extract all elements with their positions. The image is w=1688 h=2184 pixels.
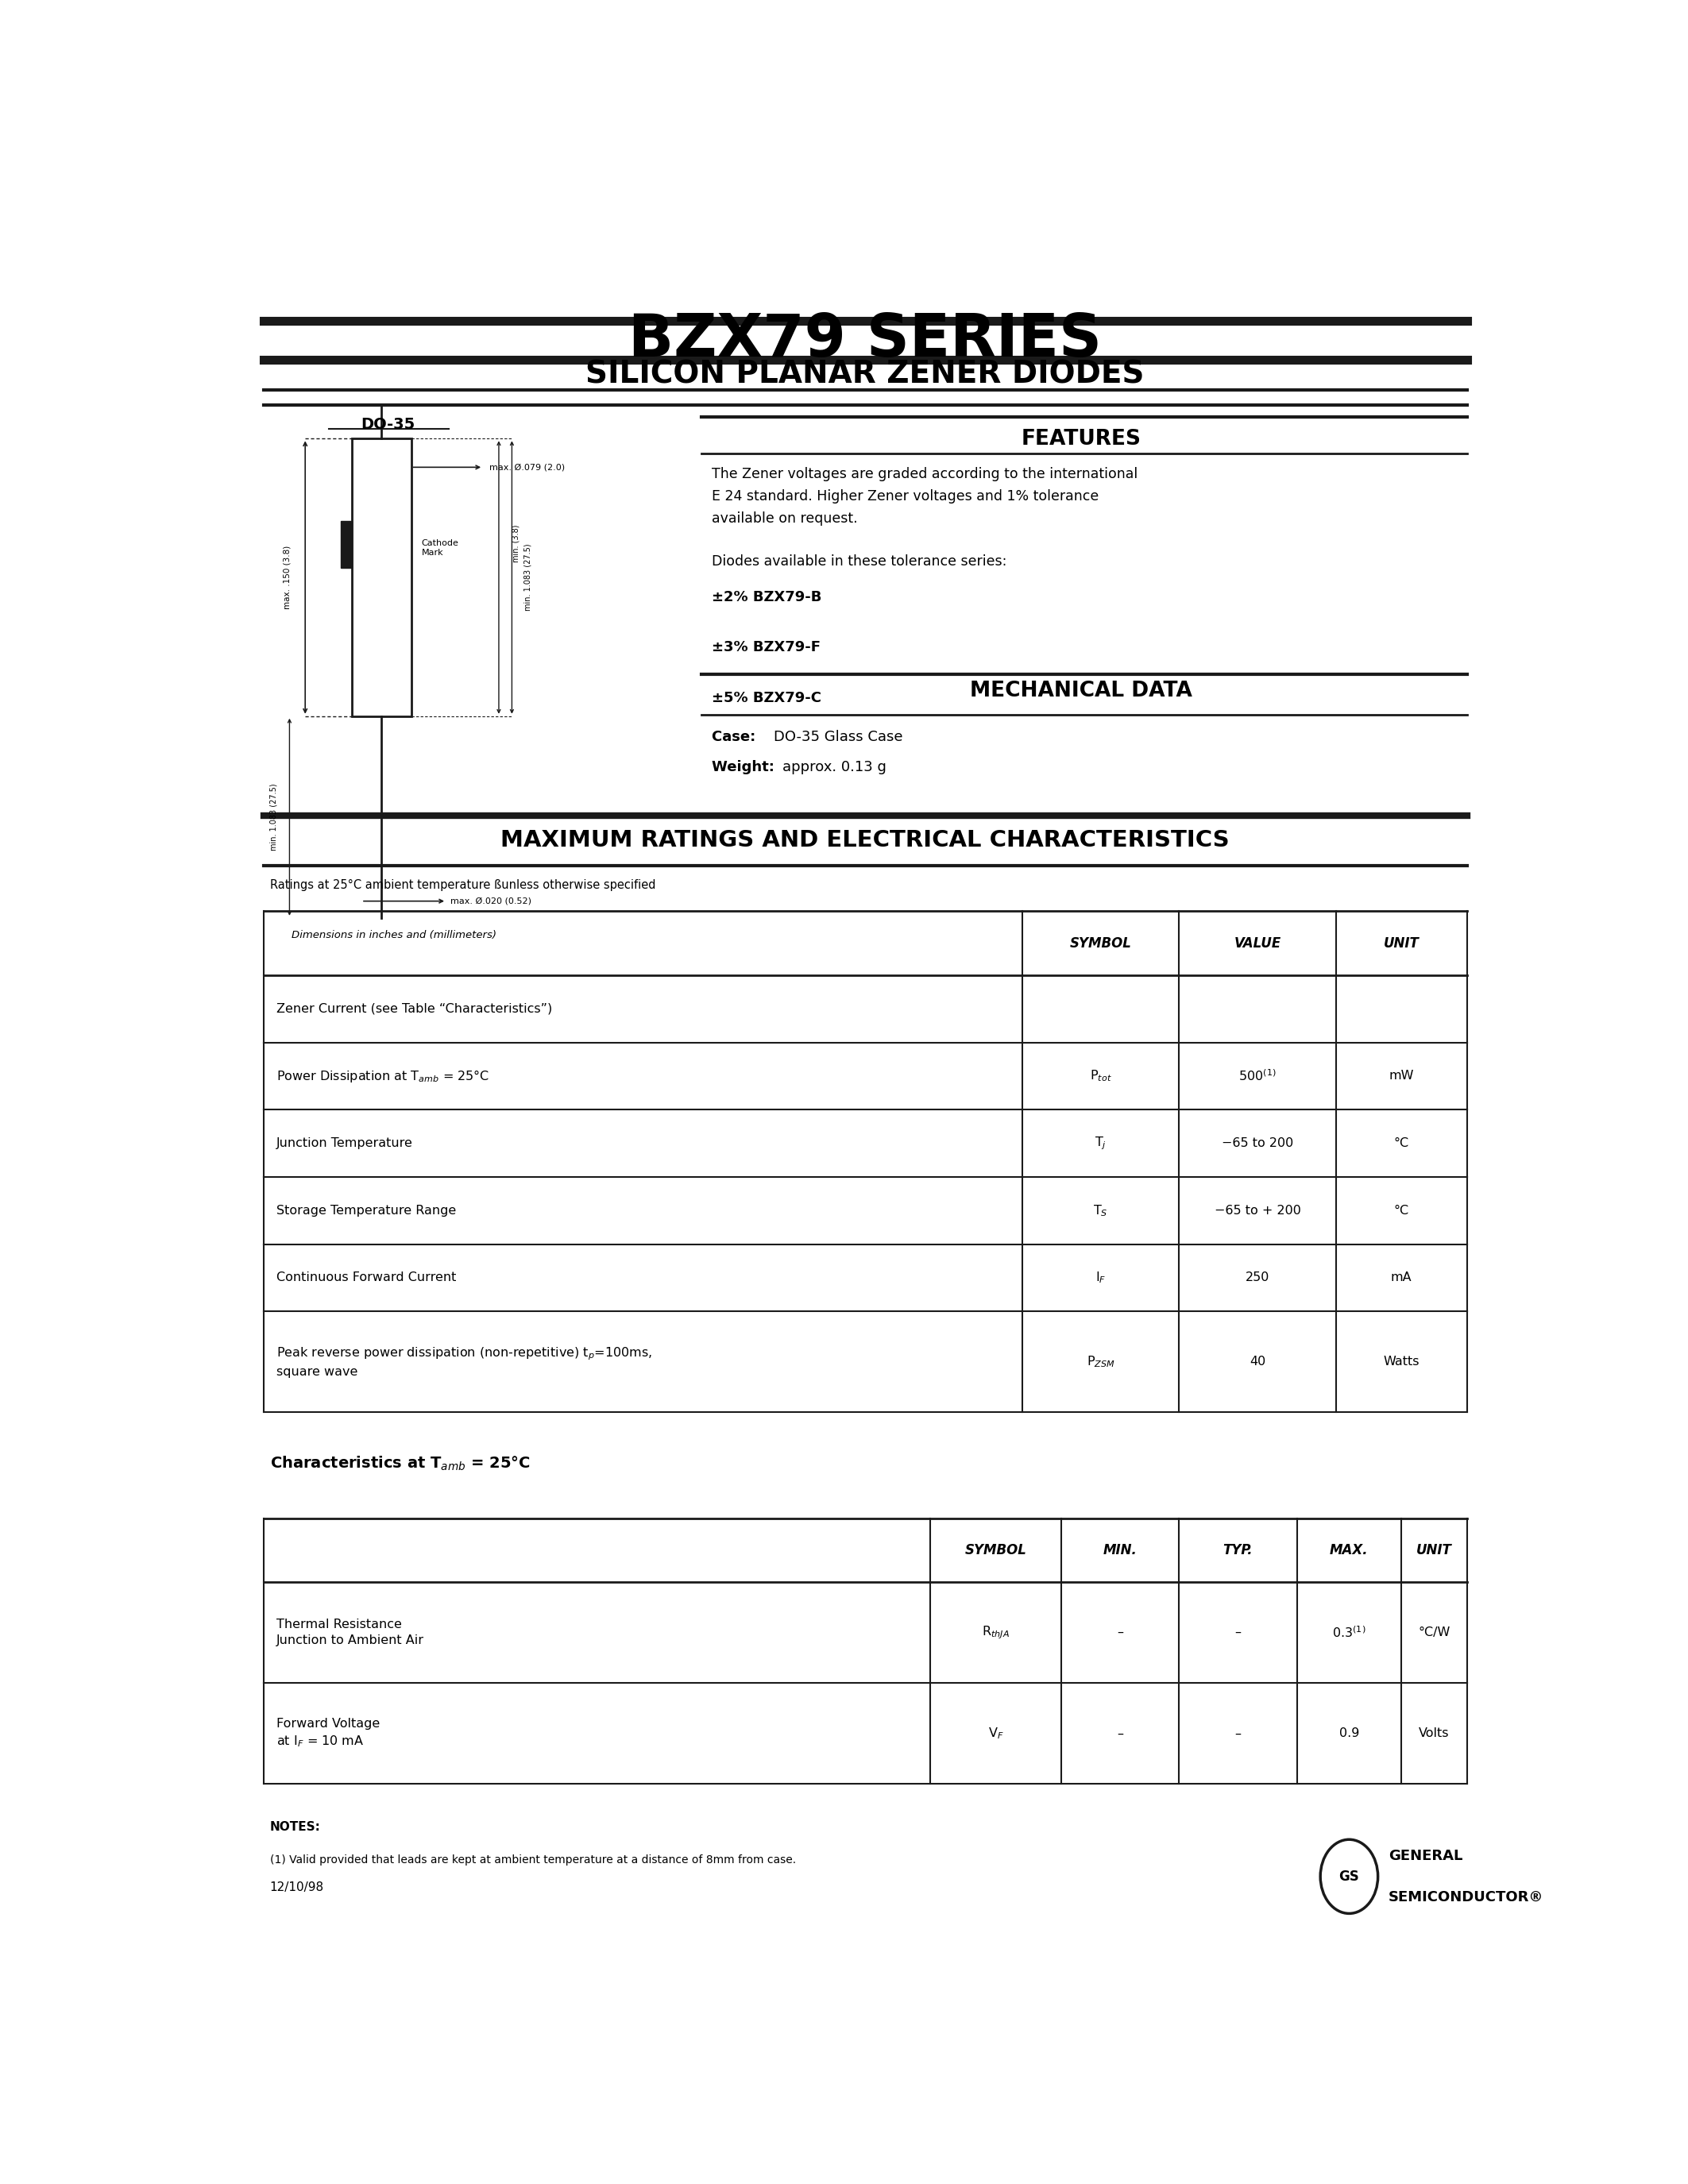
Text: Junction Temperature: Junction Temperature xyxy=(277,1138,414,1149)
Text: Peak reverse power dissipation (non-repetitive) t$_{p}$=100ms,
square wave: Peak reverse power dissipation (non-repe… xyxy=(277,1345,652,1378)
Text: UNIT: UNIT xyxy=(1384,937,1420,950)
Text: ±2% BZX79-B: ±2% BZX79-B xyxy=(712,590,822,605)
Text: °C: °C xyxy=(1394,1138,1409,1149)
Text: UNIT: UNIT xyxy=(1416,1544,1452,1557)
Bar xyxy=(341,522,353,568)
Text: °C: °C xyxy=(1394,1206,1409,1216)
Text: MECHANICAL DATA: MECHANICAL DATA xyxy=(971,681,1192,701)
Text: Forward Voltage
at I$_{F}$ = 10 mA: Forward Voltage at I$_{F}$ = 10 mA xyxy=(277,1719,380,1749)
Text: P$_{tot}$: P$_{tot}$ xyxy=(1089,1068,1112,1083)
Text: GENERAL: GENERAL xyxy=(1388,1848,1462,1863)
Text: mW: mW xyxy=(1389,1070,1415,1081)
Text: approx. 0.13 g: approx. 0.13 g xyxy=(783,760,886,773)
Text: Zener Current (see Table “Characteristics”): Zener Current (see Table “Characteristic… xyxy=(277,1002,552,1016)
Text: MAX.: MAX. xyxy=(1330,1544,1369,1557)
Text: 250: 250 xyxy=(1246,1271,1269,1284)
Text: SEMICONDUCTOR®: SEMICONDUCTOR® xyxy=(1388,1889,1543,1904)
Text: SILICON PLANAR ZENER DIODES: SILICON PLANAR ZENER DIODES xyxy=(586,360,1144,389)
Text: min. 1.083 (27.5): min. 1.083 (27.5) xyxy=(270,784,279,850)
Text: MAXIMUM RATINGS AND ELECTRICAL CHARACTERISTICS: MAXIMUM RATINGS AND ELECTRICAL CHARACTER… xyxy=(501,828,1229,852)
Text: Watts: Watts xyxy=(1384,1356,1420,1367)
Text: max. .150 (3.8): max. .150 (3.8) xyxy=(284,546,290,609)
Text: mA: mA xyxy=(1391,1271,1413,1284)
Text: GS: GS xyxy=(1339,1870,1359,1883)
Text: FEATURES: FEATURES xyxy=(1021,428,1141,450)
Text: Continuous Forward Current: Continuous Forward Current xyxy=(277,1271,456,1284)
Text: Storage Temperature Range: Storage Temperature Range xyxy=(277,1206,456,1216)
Text: NOTES:: NOTES: xyxy=(270,1821,321,1832)
Text: ±3% BZX79-F: ±3% BZX79-F xyxy=(712,640,820,655)
Text: min. 1.083 (27.5): min. 1.083 (27.5) xyxy=(523,544,532,612)
Text: −65 to + 200: −65 to + 200 xyxy=(1214,1206,1301,1216)
Text: Power Dissipation at T$_{amb}$ = 25°C: Power Dissipation at T$_{amb}$ = 25°C xyxy=(277,1068,490,1083)
Text: Cathode
Mark: Cathode Mark xyxy=(422,539,459,557)
Text: I$_{F}$: I$_{F}$ xyxy=(1096,1271,1106,1284)
Text: Dimensions in inches and (millimeters): Dimensions in inches and (millimeters) xyxy=(292,930,496,939)
Text: T$_{S}$: T$_{S}$ xyxy=(1094,1203,1107,1219)
Text: (1) Valid provided that leads are kept at ambient temperature at a distance of 8: (1) Valid provided that leads are kept a… xyxy=(270,1854,795,1865)
Text: min. (3.8): min. (3.8) xyxy=(511,524,520,563)
Text: –: – xyxy=(1117,1728,1124,1738)
Text: max. Ø.079 (2.0): max. Ø.079 (2.0) xyxy=(490,463,565,472)
Text: BZX79 SERIES: BZX79 SERIES xyxy=(628,312,1102,369)
Text: V$_{F}$: V$_{F}$ xyxy=(987,1725,1004,1741)
Text: 500$^{(1)}$: 500$^{(1)}$ xyxy=(1239,1068,1276,1083)
Text: 0.9: 0.9 xyxy=(1339,1728,1359,1738)
Text: VALUE: VALUE xyxy=(1234,937,1281,950)
Text: 12/10/98: 12/10/98 xyxy=(270,1880,324,1894)
Text: SYMBOL: SYMBOL xyxy=(966,1544,1026,1557)
Text: Ratings at 25°C ambient temperature ßunless otherwise specified: Ratings at 25°C ambient temperature ßunl… xyxy=(270,880,655,891)
Text: max. Ø.020 (0.52): max. Ø.020 (0.52) xyxy=(451,898,532,904)
Text: –: – xyxy=(1234,1627,1241,1638)
Text: °C/W: °C/W xyxy=(1418,1627,1450,1638)
Text: SYMBOL: SYMBOL xyxy=(1070,937,1131,950)
Text: The Zener voltages are graded according to the international
E 24 standard. High: The Zener voltages are graded according … xyxy=(712,467,1138,526)
Text: Weight:: Weight: xyxy=(712,760,780,773)
Bar xyxy=(353,439,412,716)
Text: Characteristics at T$_{amb}$ = 25°C: Characteristics at T$_{amb}$ = 25°C xyxy=(270,1455,530,1472)
Text: MIN.: MIN. xyxy=(1104,1544,1138,1557)
Text: Volts: Volts xyxy=(1420,1728,1450,1738)
Text: T$_{j}$: T$_{j}$ xyxy=(1094,1136,1107,1151)
Text: TYP.: TYP. xyxy=(1224,1544,1252,1557)
Text: ±5% BZX79-C: ±5% BZX79-C xyxy=(712,690,822,705)
Text: 0.3$^{(1)}$: 0.3$^{(1)}$ xyxy=(1332,1625,1366,1640)
Text: Diodes available in these tolerance series:: Diodes available in these tolerance seri… xyxy=(712,555,1008,570)
Text: P$_{ZSM}$: P$_{ZSM}$ xyxy=(1087,1354,1114,1369)
Text: Thermal Resistance
Junction to Ambient Air: Thermal Resistance Junction to Ambient A… xyxy=(277,1618,424,1647)
Text: Case:: Case: xyxy=(712,729,761,745)
Text: DO-35 Glass Case: DO-35 Glass Case xyxy=(773,729,903,745)
Text: R$_{thJA}$: R$_{thJA}$ xyxy=(982,1625,1009,1640)
Text: –: – xyxy=(1234,1728,1241,1738)
Text: −65 to 200: −65 to 200 xyxy=(1222,1138,1293,1149)
Text: 40: 40 xyxy=(1249,1356,1266,1367)
Text: DO-35: DO-35 xyxy=(361,417,415,432)
Text: –: – xyxy=(1117,1627,1124,1638)
